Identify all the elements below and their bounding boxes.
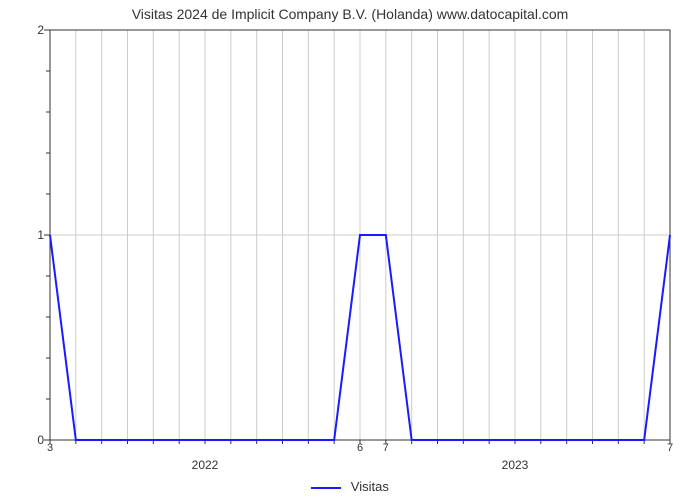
legend: Visitas [0,479,700,494]
plot-area [50,30,670,440]
y-tick-label: 1 [37,228,44,242]
plot-svg [50,30,670,440]
y-tick-label: 2 [37,23,44,37]
chart-title: Visitas 2024 de Implicit Company B.V. (H… [0,0,700,22]
y-tick-label: 0 [37,433,44,447]
legend-line-icon [311,487,341,489]
x-small-label: 6 [357,442,363,454]
x-tick-label: 2023 [502,458,529,472]
chart-container: Visitas 2024 de Implicit Company B.V. (H… [0,0,700,500]
x-small-label: 7 [667,442,673,454]
legend-label: Visitas [351,479,389,494]
x-small-label: 7 [383,442,389,454]
x-tick-label: 2022 [192,458,219,472]
x-small-label: 3 [47,442,53,454]
